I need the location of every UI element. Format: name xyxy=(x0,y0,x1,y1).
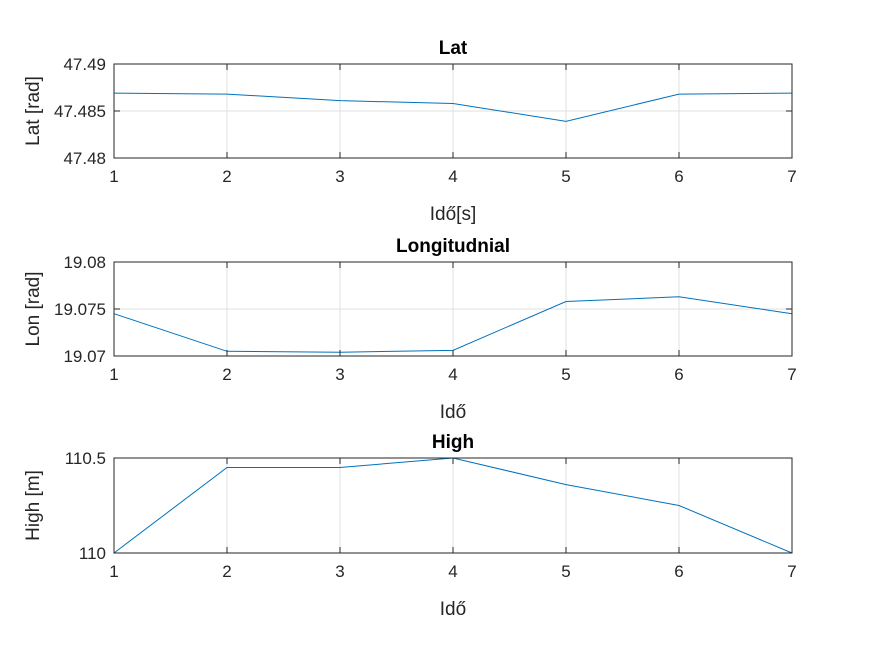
x-tick-label: 1 xyxy=(109,562,118,581)
subplot-title: Longitudnial xyxy=(396,236,510,257)
x-axis-label: Idő xyxy=(440,402,466,423)
y-axis-label: High [m] xyxy=(23,470,44,541)
x-tick-label: 7 xyxy=(787,167,796,186)
x-tick-label: 1 xyxy=(109,365,118,384)
x-tick-label: 6 xyxy=(674,365,683,384)
x-tick-label: 2 xyxy=(222,167,231,186)
x-tick-label: 4 xyxy=(448,365,457,384)
subplot-title: High xyxy=(432,432,474,453)
x-tick-label: 2 xyxy=(222,365,231,384)
y-axis-label: Lon [rad] xyxy=(23,272,44,347)
x-tick-label: 4 xyxy=(448,562,457,581)
x-tick-label: 2 xyxy=(222,562,231,581)
y-tick-label: 19.08 xyxy=(63,253,106,272)
subplot-2: 1 2 3 4 5 6 7 19.07 19.075 19.08 Longitudnial Idő Lo… xyxy=(23,236,797,423)
y-tick-label: 110 xyxy=(79,544,106,563)
x-axis-label: Idő[s] xyxy=(430,204,476,225)
x-tick-label: 1 xyxy=(109,167,118,186)
y-tick-label: 47.48 xyxy=(63,149,106,168)
y-tick-label: 47.485 xyxy=(54,102,106,121)
x-tick-label: 6 xyxy=(674,167,683,186)
x-tick-label: 5 xyxy=(561,365,570,384)
x-tick-label: 6 xyxy=(674,562,683,581)
subplot-1: 1 2 3 4 5 6 7 47.48 47.485 47.49 Lat Idő[s] Lat [rad… xyxy=(23,38,797,225)
x-tick-label: 3 xyxy=(335,167,344,186)
subplot-3: 1 2 3 4 5 6 7 110 110.5 High Idő High [m] xyxy=(23,432,797,620)
y-tick-label: 47.49 xyxy=(63,55,106,74)
y-tick-label: 110.5 xyxy=(65,449,106,468)
x-tick-label: 5 xyxy=(561,562,570,581)
x-tick-label: 7 xyxy=(787,562,796,581)
x-tick-label: 4 xyxy=(448,167,457,186)
x-tick-label: 7 xyxy=(787,365,796,384)
subplot-title: Lat xyxy=(439,38,468,59)
y-tick-label: 19.075 xyxy=(54,300,106,319)
x-axis-label: Idő xyxy=(440,599,466,620)
y-axis-label: Lat [rad] xyxy=(23,76,44,146)
x-tick-label: 3 xyxy=(335,562,344,581)
y-tick-label: 19.07 xyxy=(63,347,106,366)
x-tick-label: 5 xyxy=(561,167,570,186)
x-tick-label: 3 xyxy=(335,365,344,384)
